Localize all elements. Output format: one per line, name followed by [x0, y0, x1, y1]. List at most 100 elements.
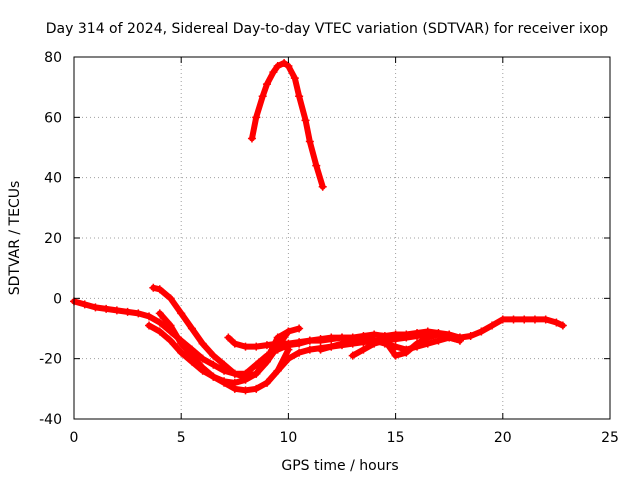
data-point [338, 339, 346, 348]
y-tick-label: 0 [53, 291, 62, 307]
data-point [91, 303, 100, 312]
x-tick-label: 25 [601, 430, 619, 446]
data-point [359, 333, 368, 342]
data-point [284, 339, 293, 348]
grid-lines [74, 57, 610, 419]
data-point [284, 327, 293, 336]
data-point [123, 307, 132, 316]
data-point [230, 339, 239, 348]
data-point [301, 116, 310, 125]
data-point [224, 333, 233, 342]
x-tick-label: 0 [70, 430, 79, 446]
data-point [413, 339, 422, 348]
data-point [402, 333, 411, 342]
data-point [273, 62, 282, 71]
data-point [391, 351, 400, 360]
data-point [177, 309, 186, 318]
data-point [145, 312, 154, 321]
data-point [305, 137, 314, 146]
data-point [209, 372, 218, 381]
data-series [70, 59, 567, 395]
data-point [166, 321, 175, 330]
y-axis-title: SDTVAR / TECUs [7, 181, 23, 296]
x-tick-label: 5 [177, 430, 186, 446]
data-point [290, 74, 299, 83]
data-point [273, 366, 282, 375]
data-point [155, 318, 164, 327]
data-point [558, 321, 567, 330]
x-tick-label: 10 [279, 430, 297, 446]
data-point [187, 324, 196, 333]
axis-ticks: 0 5 10 15 20 25 -40 -20 0 20 40 60 80 [39, 50, 619, 446]
data-point [252, 360, 261, 369]
data-point [380, 336, 389, 345]
data-point [312, 161, 321, 170]
data-point [295, 92, 304, 101]
data-point [198, 354, 207, 363]
data-point [348, 351, 357, 360]
data-point [316, 345, 325, 354]
x-tick-label: 15 [387, 430, 405, 446]
data-point [284, 354, 293, 363]
data-point [241, 342, 250, 351]
data-point [509, 315, 518, 324]
data-point [80, 300, 89, 309]
data-point [305, 336, 314, 345]
data-point [252, 342, 261, 351]
data-point [198, 339, 207, 348]
data-point [252, 113, 261, 122]
y-tick-label: 60 [44, 110, 62, 126]
data-point [262, 341, 271, 350]
data-point [187, 351, 196, 360]
data-point [295, 338, 304, 347]
data-point [166, 336, 175, 345]
y-tick-label: 20 [44, 231, 62, 247]
data-point [348, 336, 357, 345]
data-point [145, 321, 154, 330]
data-point [284, 62, 293, 71]
data-point [262, 354, 271, 363]
data-point [269, 68, 278, 77]
y-tick-label: 80 [44, 50, 62, 66]
data-point [220, 378, 229, 387]
data-point [423, 333, 432, 342]
data-point [327, 335, 336, 344]
data-point [370, 339, 379, 348]
data-point [477, 327, 486, 336]
data-point [177, 339, 186, 348]
data-point [230, 369, 239, 378]
data-point [247, 134, 256, 143]
data-point [520, 315, 529, 324]
data-point [391, 342, 400, 351]
data-point [434, 330, 443, 339]
data-point [155, 285, 164, 294]
data-point [466, 332, 475, 341]
data-point [155, 309, 164, 318]
data-point [230, 384, 239, 393]
data-point [241, 386, 250, 395]
data-point [455, 336, 464, 345]
data-point [488, 321, 497, 330]
data-point [316, 336, 325, 345]
y-tick-label: 40 [44, 171, 62, 187]
data-point [155, 327, 164, 336]
data-point [252, 384, 261, 393]
y-tick-label: -20 [39, 352, 62, 368]
data-point [262, 378, 271, 387]
data-point [305, 345, 314, 354]
chart-title: Day 314 of 2024, Sidereal Day-to-day VTE… [46, 21, 609, 37]
data-point [280, 59, 289, 68]
data-point [402, 348, 411, 357]
data-point [112, 306, 121, 315]
data-point [413, 332, 422, 341]
data-point [102, 304, 111, 313]
data-point [262, 80, 271, 89]
data-point [198, 363, 207, 372]
data-point [327, 342, 336, 351]
data-point [359, 345, 368, 354]
data-point [391, 335, 400, 344]
data-point [258, 92, 267, 101]
data-point [295, 324, 304, 333]
